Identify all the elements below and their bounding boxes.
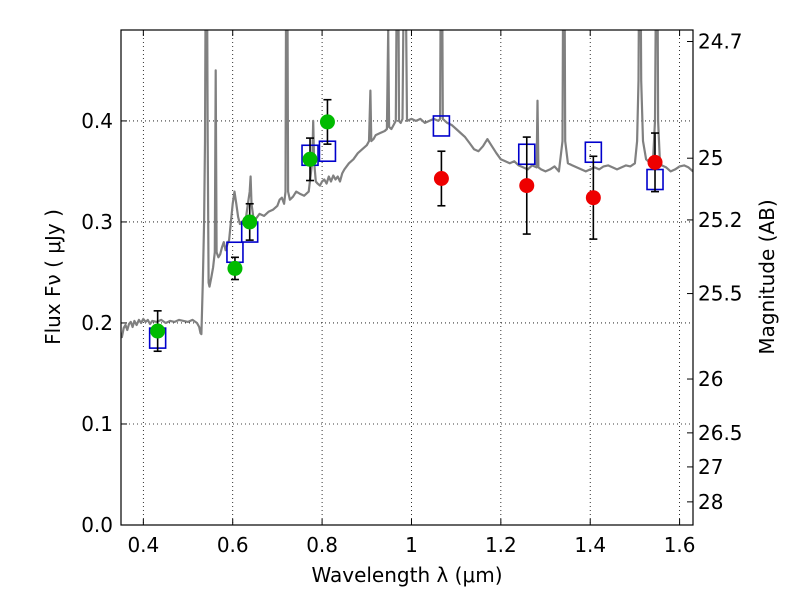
x-tick-label: 1.4 [574,533,606,557]
x-tick-label: 1.2 [485,533,517,557]
x-tick-label: 1 [405,533,418,557]
optical-photometry-point [227,260,243,276]
nir-photometry-point [433,171,449,186]
y-axis-label: Flux Fν ( μJy ) [41,209,65,345]
nir-photometry-point [585,190,601,206]
x-tick-label: 0.8 [306,533,338,557]
y-tick-label: 0.2 [81,311,113,335]
y2-tick-label: 25.5 [698,282,743,306]
optical-photometry-point [302,151,318,167]
x-tick-label: 0.4 [127,533,159,557]
x-axis-label: Wavelength λ (μm) [311,563,502,587]
nir-photometry-point [647,154,663,170]
y2-tick-label: 25.2 [698,208,743,232]
y2-tick-label: 25 [698,146,723,170]
y2-tick-label: 26.5 [698,421,743,445]
x-tick-label: 0.6 [217,533,249,557]
y2-tick-label: 28 [698,490,723,514]
model-spectrum-line [121,30,693,339]
y2-tick-label: 27 [698,455,723,479]
nir-photometry-point [519,178,535,194]
y-tick-label: 0.3 [81,210,113,234]
optical-photometry-point [319,114,335,130]
optical-photometry-point [150,323,166,339]
y-tick-label: 0.4 [81,109,113,133]
axes-ticks: 0.4 0.6 0.8 1 1.2 1.4 1.6 0.0 0.1 0.2 0.3 0.4 24.7 25… [81,30,742,557]
y2-tick-label: 26 [698,367,723,391]
plot-marks [121,30,693,353]
y2-axis-label: Magnitude (AB) [755,199,779,354]
y-tick-label: 0.0 [81,513,113,537]
synthetic-photometry-square [432,115,451,137]
y-tick-label: 0.1 [81,412,113,436]
plot-frame [120,29,694,526]
optical-photometry-point [242,214,258,230]
x-tick-label: 1.6 [664,533,696,557]
y2-tick-label: 24.7 [698,30,743,54]
